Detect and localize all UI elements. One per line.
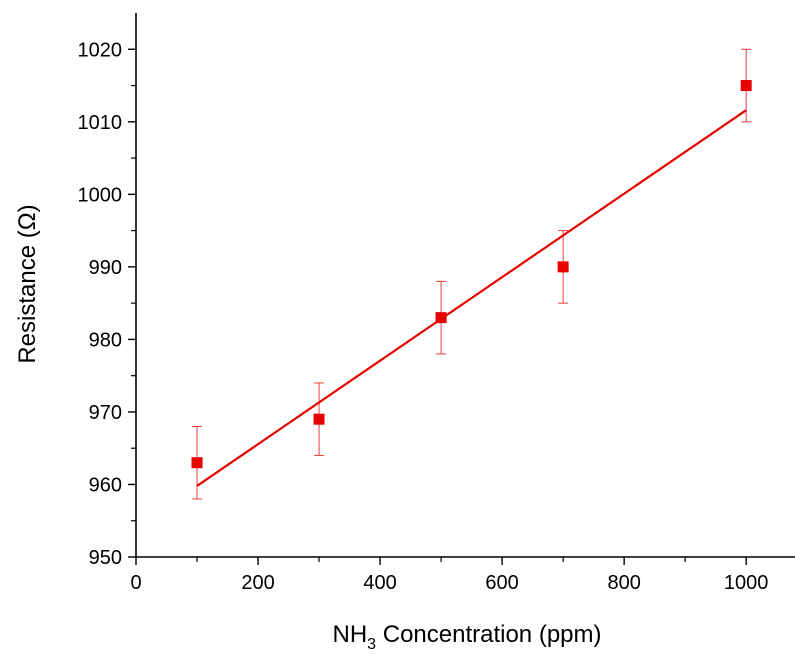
data-point — [313, 413, 325, 425]
fit-line — [196, 109, 747, 487]
x-axis-title: NH3 Concentration (ppm) — [332, 621, 601, 653]
x-axis-ticks: 0 200 400 600 800 1000 — [130, 557, 768, 594]
x-tick-label: 400 — [363, 572, 396, 594]
x-tick-label: 600 — [485, 572, 518, 594]
x-tick-label: 800 — [607, 572, 640, 594]
x-tick-label: 0 — [130, 572, 141, 594]
data-point — [191, 457, 203, 469]
fit-line-group — [196, 109, 747, 487]
axes — [135, 13, 795, 558]
data-point — [435, 312, 447, 324]
x-tick-label: 1000 — [724, 572, 769, 594]
y-tick-label: 980 — [89, 329, 122, 351]
y-tick-label: 950 — [89, 547, 122, 569]
y-tick-label: 970 — [89, 402, 122, 424]
y-tick-label: 1020 — [78, 39, 123, 61]
x-axis-title-subscript: 3 — [367, 636, 376, 653]
x-axis-title-rest: Concentration (ppm) — [376, 621, 601, 648]
data-point — [557, 261, 569, 273]
data-point — [740, 80, 752, 92]
x-tick-label: 200 — [241, 572, 274, 594]
y-axis-title: Resistance (Ω) — [14, 204, 41, 363]
y-tick-label: 960 — [89, 474, 122, 496]
y-tick-label: 990 — [89, 257, 122, 279]
x-axis-title-main: NH — [332, 621, 367, 648]
y-tick-label: 1010 — [78, 112, 123, 134]
y-tick-label: 1000 — [78, 184, 123, 206]
data-points — [191, 80, 752, 469]
y-axis-ticks: 950 960 970 980 990 1000 1010 1020 — [78, 39, 136, 569]
